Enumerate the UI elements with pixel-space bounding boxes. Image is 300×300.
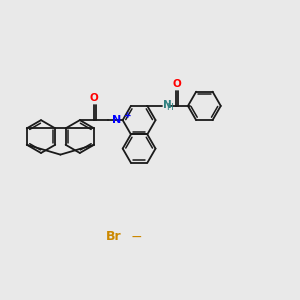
Text: H: H [167, 103, 173, 112]
Text: +: + [124, 112, 131, 121]
Text: N: N [112, 115, 122, 124]
Text: O: O [90, 93, 98, 103]
Text: O: O [172, 79, 181, 89]
Text: N: N [163, 100, 171, 110]
Text: Br: Br [106, 230, 122, 243]
Text: −: − [131, 230, 142, 244]
